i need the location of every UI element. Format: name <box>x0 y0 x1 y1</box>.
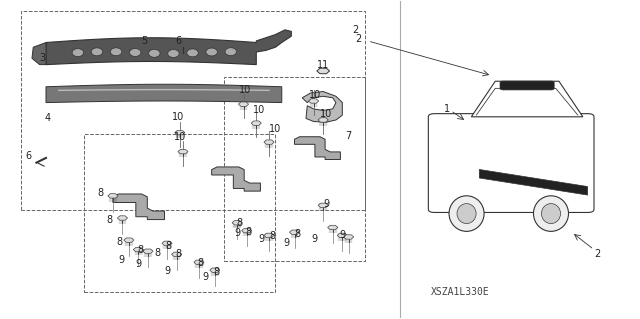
Polygon shape <box>251 121 261 125</box>
Text: 10: 10 <box>173 132 186 142</box>
Text: 9: 9 <box>135 259 141 270</box>
Ellipse shape <box>129 48 141 56</box>
Polygon shape <box>172 252 182 256</box>
Polygon shape <box>344 235 354 239</box>
Text: 7: 7 <box>346 131 352 141</box>
Polygon shape <box>294 137 340 160</box>
Polygon shape <box>162 241 172 246</box>
Polygon shape <box>32 42 46 65</box>
Text: 8: 8 <box>294 229 301 239</box>
Polygon shape <box>302 92 342 122</box>
Ellipse shape <box>541 204 561 224</box>
Polygon shape <box>479 169 588 195</box>
Text: 9: 9 <box>339 230 346 241</box>
Text: 9: 9 <box>118 255 124 265</box>
Text: 9: 9 <box>202 271 209 281</box>
Polygon shape <box>289 230 300 234</box>
Text: 10: 10 <box>320 109 333 119</box>
Text: 8: 8 <box>154 248 161 258</box>
Ellipse shape <box>110 48 122 56</box>
Ellipse shape <box>92 48 102 56</box>
Polygon shape <box>178 149 188 154</box>
Text: 8: 8 <box>137 245 143 255</box>
Polygon shape <box>133 248 143 252</box>
Polygon shape <box>242 228 252 233</box>
FancyBboxPatch shape <box>428 114 594 212</box>
Ellipse shape <box>457 204 476 224</box>
Polygon shape <box>46 84 282 103</box>
Text: 8: 8 <box>213 267 219 277</box>
Polygon shape <box>143 249 153 253</box>
Polygon shape <box>328 225 338 230</box>
Text: 10: 10 <box>239 85 251 95</box>
Polygon shape <box>46 30 291 65</box>
Text: 8: 8 <box>97 188 103 198</box>
Polygon shape <box>318 203 328 208</box>
Text: 5: 5 <box>141 36 148 46</box>
Ellipse shape <box>187 49 198 57</box>
Text: 8: 8 <box>198 258 204 268</box>
Text: 9: 9 <box>234 228 240 238</box>
Polygon shape <box>124 238 134 242</box>
Text: 10: 10 <box>308 90 321 100</box>
Polygon shape <box>239 102 248 106</box>
Text: 2: 2 <box>594 249 600 259</box>
Text: 2: 2 <box>352 25 358 35</box>
Ellipse shape <box>206 48 218 56</box>
Bar <box>225 77 365 261</box>
Text: 10: 10 <box>172 112 185 122</box>
Text: 9: 9 <box>259 234 264 244</box>
Text: 2: 2 <box>355 34 362 44</box>
Text: 6: 6 <box>175 36 182 46</box>
Ellipse shape <box>72 49 84 56</box>
Polygon shape <box>232 220 243 225</box>
Polygon shape <box>175 130 185 135</box>
Polygon shape <box>113 194 164 219</box>
FancyBboxPatch shape <box>500 81 554 90</box>
Text: 9: 9 <box>323 199 330 209</box>
Polygon shape <box>317 68 330 74</box>
Text: 9: 9 <box>164 266 171 276</box>
Text: 8: 8 <box>175 249 182 259</box>
Bar <box>84 134 275 292</box>
Ellipse shape <box>225 48 237 56</box>
Text: 10: 10 <box>253 105 266 115</box>
Text: 9: 9 <box>312 234 318 244</box>
Polygon shape <box>337 233 348 238</box>
Ellipse shape <box>168 49 179 57</box>
Polygon shape <box>194 260 204 264</box>
Bar <box>20 11 365 210</box>
Text: 8: 8 <box>107 215 113 225</box>
Polygon shape <box>108 194 118 198</box>
Text: 11: 11 <box>317 60 330 70</box>
Polygon shape <box>308 99 319 103</box>
Text: 8: 8 <box>246 227 252 237</box>
Text: 8: 8 <box>165 241 172 250</box>
Polygon shape <box>471 81 583 117</box>
Ellipse shape <box>449 196 484 231</box>
Polygon shape <box>264 140 274 144</box>
Text: XSZA1L330E: XSZA1L330E <box>431 287 490 297</box>
Polygon shape <box>212 167 260 191</box>
Text: 8: 8 <box>116 237 122 247</box>
Polygon shape <box>210 268 220 272</box>
Text: 9: 9 <box>284 238 290 248</box>
Polygon shape <box>264 233 274 238</box>
Text: 8: 8 <box>237 219 243 228</box>
Polygon shape <box>117 216 127 220</box>
Text: 8: 8 <box>269 231 275 241</box>
Text: 1: 1 <box>444 104 451 114</box>
Polygon shape <box>318 118 328 122</box>
Text: 10: 10 <box>269 123 282 134</box>
Ellipse shape <box>534 196 568 231</box>
Text: 6: 6 <box>25 151 31 161</box>
Text: 3: 3 <box>40 53 46 63</box>
Ellipse shape <box>148 49 160 57</box>
Text: 4: 4 <box>45 113 51 123</box>
